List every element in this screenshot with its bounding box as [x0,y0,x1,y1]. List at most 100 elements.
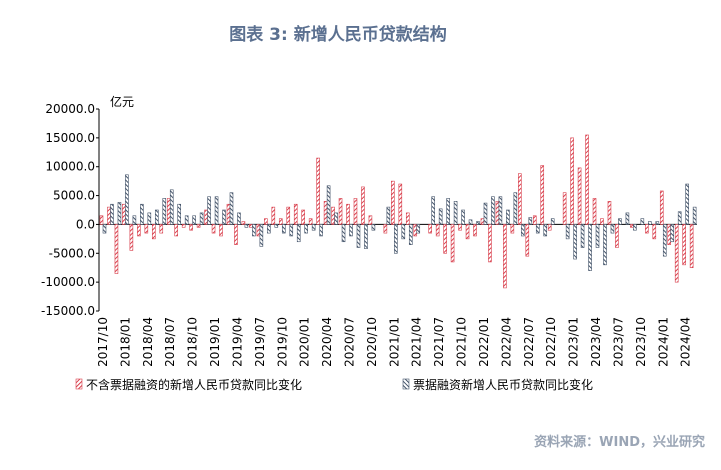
y-tick-label: -5000.0 [49,246,95,260]
bar [491,196,495,225]
x-tick-label: 2022/04 [499,317,513,367]
bar [431,196,435,225]
bar [249,224,253,228]
bar [286,206,291,225]
bar [338,198,343,225]
bar [600,218,604,225]
bar [585,134,589,225]
bar [293,203,298,225]
bar [446,198,450,225]
bar [468,219,473,225]
bar [122,203,126,225]
x-tick-label: 2022/10 [544,317,558,367]
bar [540,165,545,225]
bar [498,196,503,225]
x-tick-label: 2021/10 [455,317,469,367]
bar [659,190,664,225]
bar [506,209,510,225]
bar [618,218,622,225]
bar [435,224,440,237]
bar [140,203,144,225]
bar [413,224,418,237]
bar [125,174,129,225]
bar [107,206,111,225]
chart-title: 图表 3: 新增人民币贷款结构 [229,24,446,45]
bar [281,224,286,234]
bar [331,206,335,225]
bar [259,224,264,247]
bar [316,157,320,225]
bar [99,215,104,225]
bar [677,211,682,225]
bar [222,209,226,225]
x-tick-label: 2018/07 [163,317,177,367]
x-tick-label: 2020/10 [365,317,379,367]
bar [607,201,612,225]
bar [615,224,619,248]
bar [137,224,141,237]
bar [518,173,522,225]
bar [169,189,174,225]
x-tick-label: 2020/04 [320,317,334,367]
bar [196,224,201,228]
bar [114,224,119,274]
bar [264,218,268,225]
bar [428,224,432,234]
source: 资料来源：WIND，兴业研究 [534,434,705,450]
x-tick-label: 2021/04 [410,317,424,367]
bar [364,224,368,249]
bar [450,224,455,263]
bar [349,224,353,237]
bar [513,192,518,225]
x-tick-label: 2019/10 [275,317,289,367]
bar [383,224,388,234]
bar [323,201,328,225]
bar [296,224,301,243]
bar [416,224,421,234]
bar [473,224,477,237]
bar [521,224,525,237]
bar [528,217,533,225]
x-tick-label: 2022/01 [477,317,491,367]
x-tick-label: 2019/04 [230,317,244,367]
bar [274,224,279,228]
bar [308,218,313,225]
bar [181,224,186,228]
bar [610,224,615,234]
bar [645,224,649,234]
bar [151,224,156,240]
bar [630,224,634,228]
bar [565,224,570,240]
x-tick-label: 2018/04 [141,317,155,367]
bar [543,224,548,237]
bar [592,198,597,225]
bar [244,224,249,228]
bar [192,215,196,225]
bar [226,203,231,225]
bar [301,209,305,225]
bar [147,212,152,225]
bar [443,224,447,254]
bar [368,215,373,225]
y-tick-label: 20000.0 [45,102,95,116]
bar [648,221,652,225]
bar [570,137,574,225]
bar [488,224,492,263]
bar [199,212,204,225]
bar [271,206,276,225]
y-tick-label: 0.0 [76,217,95,231]
x-tick-label: 2023/04 [589,317,603,367]
bar [102,224,107,234]
bar [562,192,567,225]
bar [252,224,256,237]
bar [241,221,246,225]
bar [689,224,694,269]
bar [652,224,657,240]
bar [525,224,530,257]
x-tick-label: 2023/10 [634,317,648,367]
bar [346,203,350,225]
bar [588,224,592,271]
bar [401,224,406,240]
bar [278,218,283,225]
